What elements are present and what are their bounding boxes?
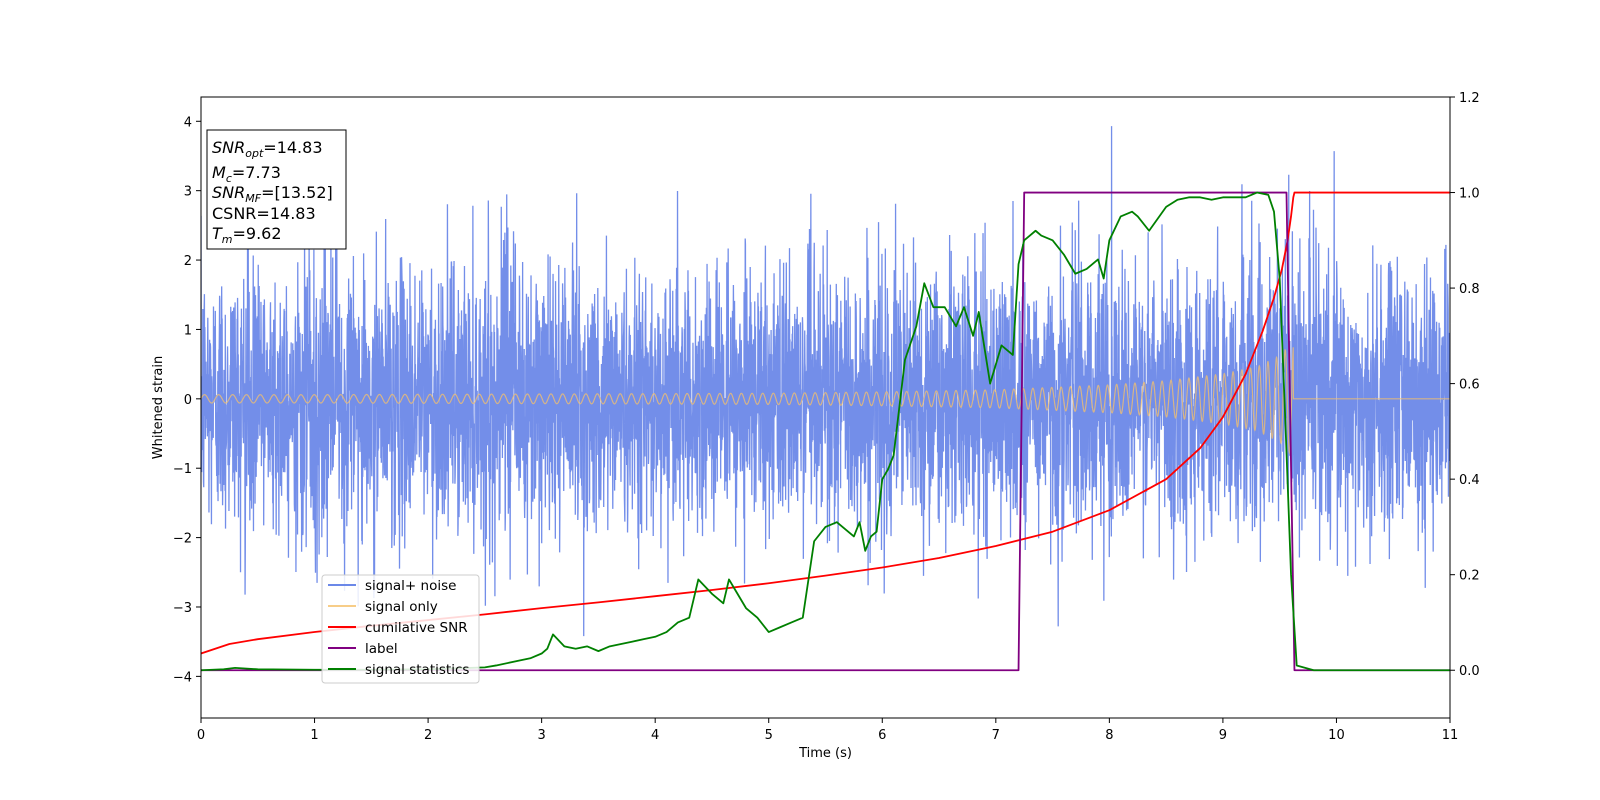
- annotation-subscript: opt: [245, 147, 264, 160]
- y-tick-label: 2: [184, 254, 192, 269]
- annotation-line: SNRopt=14.83: [212, 138, 323, 160]
- annotation-line: Tm=9.62: [212, 224, 282, 246]
- annotation-symbol: SNR: [212, 183, 245, 202]
- legend-entry: label: [365, 641, 398, 657]
- x-axis: 0 1 2 3 4 5 6 7 8 9 10 11: [197, 718, 1458, 743]
- y-tick-label: −2: [173, 532, 192, 547]
- y-right-tick-label: 0.6: [1459, 378, 1480, 393]
- annotation-subscript: MF: [245, 192, 261, 205]
- legend: signal+ noise signal only cumilative SNR la…: [321, 574, 480, 684]
- y-tick-label: −1: [173, 462, 192, 477]
- y-right-tick-label: 0.0: [1459, 664, 1480, 679]
- y-right-tick-label: 1.0: [1459, 187, 1480, 202]
- annotation-value: =14.83: [263, 138, 322, 157]
- legend-entry: signal only: [365, 599, 438, 615]
- annotation-box: SNRopt=14.83Mc=7.73SNRMF=[13.52]CSNR=14.…: [206, 129, 347, 250]
- legend-entry: signal+ noise: [365, 578, 456, 594]
- legend-frame: [321, 574, 480, 684]
- series-line-signal-statistics: [201, 191, 1450, 672]
- annotation-symbol: M: [212, 163, 226, 182]
- y-right-tick-label: 1.2: [1459, 91, 1480, 106]
- y-axis-label: Whitened strain: [151, 356, 166, 459]
- y-axis-left: −4 −3 −2 −1 0 1 2 3 4: [173, 115, 201, 685]
- x-tick-label: 3: [537, 728, 545, 743]
- y-right-tick-label: 0.4: [1459, 473, 1480, 488]
- annotation-subscript: m: [222, 233, 233, 246]
- x-tick-label: 2: [424, 728, 432, 743]
- annotation-value: =[13.52]: [261, 183, 333, 202]
- y-right-tick-label: 0.8: [1459, 282, 1480, 297]
- y-tick-label: −3: [173, 601, 192, 616]
- y-tick-label: −4: [173, 670, 192, 685]
- x-tick-label: 11: [1442, 728, 1459, 743]
- annotation-subscript: c: [226, 172, 232, 185]
- legend-entry: cumilative SNR: [365, 620, 468, 636]
- y-right-tick-label: 0.2: [1459, 569, 1480, 584]
- series-line-signal-only: [201, 347, 1450, 455]
- annotation-value: =14.83: [256, 204, 315, 223]
- annotation-frame: [206, 129, 347, 250]
- x-tick-label: 5: [765, 728, 773, 743]
- y-axis-right: 0.0 0.2 0.4 0.6 0.8 1.0 1.2: [1450, 91, 1480, 679]
- x-tick-label: 10: [1328, 728, 1345, 743]
- x-tick-label: 4: [651, 728, 659, 743]
- x-tick-label: 9: [1219, 728, 1227, 743]
- legend-entry: signal statistics: [365, 662, 469, 678]
- x-tick-label: 7: [992, 728, 1000, 743]
- x-tick-label: 6: [878, 728, 886, 743]
- annotation-line: Mc=7.73: [212, 163, 281, 185]
- plot-frame: [200, 96, 1451, 719]
- y-tick-label: 4: [184, 115, 192, 130]
- annotation-value: =7.73: [232, 163, 281, 182]
- annotation-symbol: CSNR: [212, 204, 256, 223]
- y-tick-label: 1: [184, 323, 192, 338]
- x-axis-label: Time (s): [798, 746, 852, 761]
- series-line-signal-noise: [201, 126, 1450, 637]
- x-tick-label: 0: [197, 728, 205, 743]
- y-tick-label: 3: [184, 185, 192, 200]
- annotation-symbol: T: [212, 224, 223, 243]
- annotation-line: CSNR=14.83: [212, 204, 316, 223]
- x-tick-label: 1: [310, 728, 318, 743]
- annotation-line: SNRMF=[13.52]: [212, 183, 333, 205]
- y-tick-label: 0: [184, 393, 192, 408]
- annotation-value: =9.62: [233, 224, 282, 243]
- x-tick-label: 8: [1105, 728, 1113, 743]
- annotation-symbol: SNR: [212, 138, 245, 157]
